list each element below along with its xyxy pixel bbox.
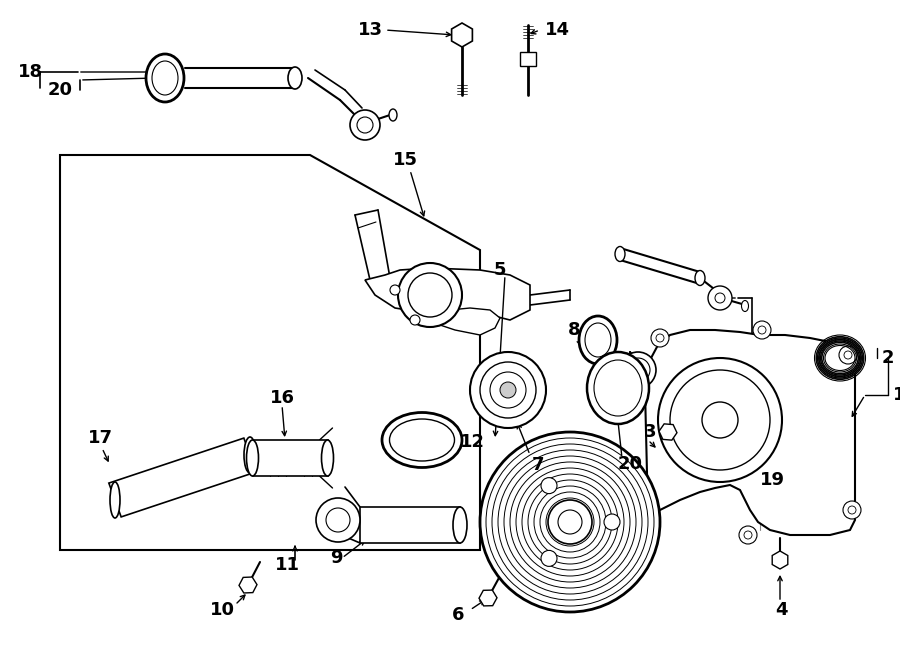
Circle shape	[398, 263, 462, 327]
Ellipse shape	[816, 337, 863, 379]
Ellipse shape	[382, 412, 462, 467]
Text: 16: 16	[270, 389, 295, 407]
Circle shape	[500, 382, 516, 398]
Circle shape	[480, 432, 660, 612]
Circle shape	[316, 498, 360, 542]
Circle shape	[548, 500, 592, 544]
Ellipse shape	[146, 54, 184, 102]
Text: 12: 12	[460, 433, 485, 451]
Circle shape	[753, 321, 771, 339]
Circle shape	[656, 334, 664, 342]
Bar	[360, 507, 460, 543]
Circle shape	[844, 351, 852, 359]
Text: 20: 20	[48, 81, 73, 99]
Circle shape	[702, 402, 738, 438]
Ellipse shape	[594, 360, 642, 416]
Circle shape	[350, 110, 380, 140]
Circle shape	[558, 510, 582, 534]
Polygon shape	[479, 590, 497, 606]
Circle shape	[620, 352, 656, 388]
Circle shape	[480, 362, 536, 418]
Ellipse shape	[288, 67, 302, 89]
Polygon shape	[659, 424, 677, 440]
Ellipse shape	[695, 270, 705, 286]
Circle shape	[651, 329, 669, 347]
Polygon shape	[452, 23, 472, 47]
Ellipse shape	[390, 419, 454, 461]
Ellipse shape	[110, 482, 120, 518]
Circle shape	[541, 478, 557, 494]
Text: 19: 19	[760, 471, 785, 489]
Circle shape	[670, 370, 770, 470]
Text: 8: 8	[568, 321, 580, 339]
Text: 4: 4	[775, 601, 788, 619]
Polygon shape	[109, 438, 256, 517]
Ellipse shape	[615, 247, 625, 262]
Text: 6: 6	[452, 606, 464, 624]
Circle shape	[839, 346, 857, 364]
Polygon shape	[645, 330, 855, 535]
Polygon shape	[440, 308, 500, 335]
Circle shape	[390, 285, 400, 295]
Circle shape	[744, 531, 752, 539]
Ellipse shape	[579, 316, 617, 364]
Text: 14: 14	[545, 21, 570, 39]
Circle shape	[541, 551, 557, 566]
Text: 7: 7	[532, 456, 544, 474]
Polygon shape	[365, 268, 530, 320]
Polygon shape	[772, 551, 788, 569]
Text: 10: 10	[210, 601, 235, 619]
Text: 18: 18	[18, 63, 43, 81]
Circle shape	[408, 273, 452, 317]
Text: 17: 17	[88, 429, 113, 447]
Circle shape	[658, 358, 782, 482]
Circle shape	[708, 286, 732, 310]
Circle shape	[490, 372, 526, 408]
Circle shape	[848, 506, 856, 514]
Ellipse shape	[389, 109, 397, 121]
Circle shape	[604, 514, 620, 530]
Ellipse shape	[247, 440, 258, 476]
Ellipse shape	[321, 440, 334, 476]
Circle shape	[715, 293, 725, 303]
Text: 9: 9	[330, 549, 343, 567]
Circle shape	[470, 352, 546, 428]
Ellipse shape	[244, 437, 256, 473]
Text: 3: 3	[644, 423, 656, 441]
Bar	[253, 440, 328, 476]
Text: 13: 13	[358, 21, 383, 39]
Ellipse shape	[817, 338, 862, 378]
Ellipse shape	[821, 341, 860, 375]
Circle shape	[739, 526, 757, 544]
Ellipse shape	[822, 342, 859, 374]
Circle shape	[758, 326, 766, 334]
Polygon shape	[239, 577, 257, 593]
Ellipse shape	[453, 507, 467, 543]
Text: 11: 11	[275, 556, 300, 574]
Circle shape	[357, 117, 373, 133]
Text: 5: 5	[494, 261, 507, 279]
Text: 1: 1	[893, 386, 900, 404]
Text: 2: 2	[882, 349, 895, 367]
Polygon shape	[60, 155, 480, 550]
Ellipse shape	[742, 301, 749, 311]
Circle shape	[843, 501, 861, 519]
Ellipse shape	[587, 352, 649, 424]
Ellipse shape	[152, 61, 178, 95]
Ellipse shape	[818, 339, 861, 377]
Ellipse shape	[820, 340, 860, 376]
Text: 15: 15	[393, 151, 418, 169]
Circle shape	[326, 508, 350, 532]
Ellipse shape	[585, 323, 611, 357]
Circle shape	[410, 315, 420, 325]
Bar	[520, 52, 536, 66]
Circle shape	[626, 358, 650, 382]
Text: 20: 20	[618, 455, 643, 473]
